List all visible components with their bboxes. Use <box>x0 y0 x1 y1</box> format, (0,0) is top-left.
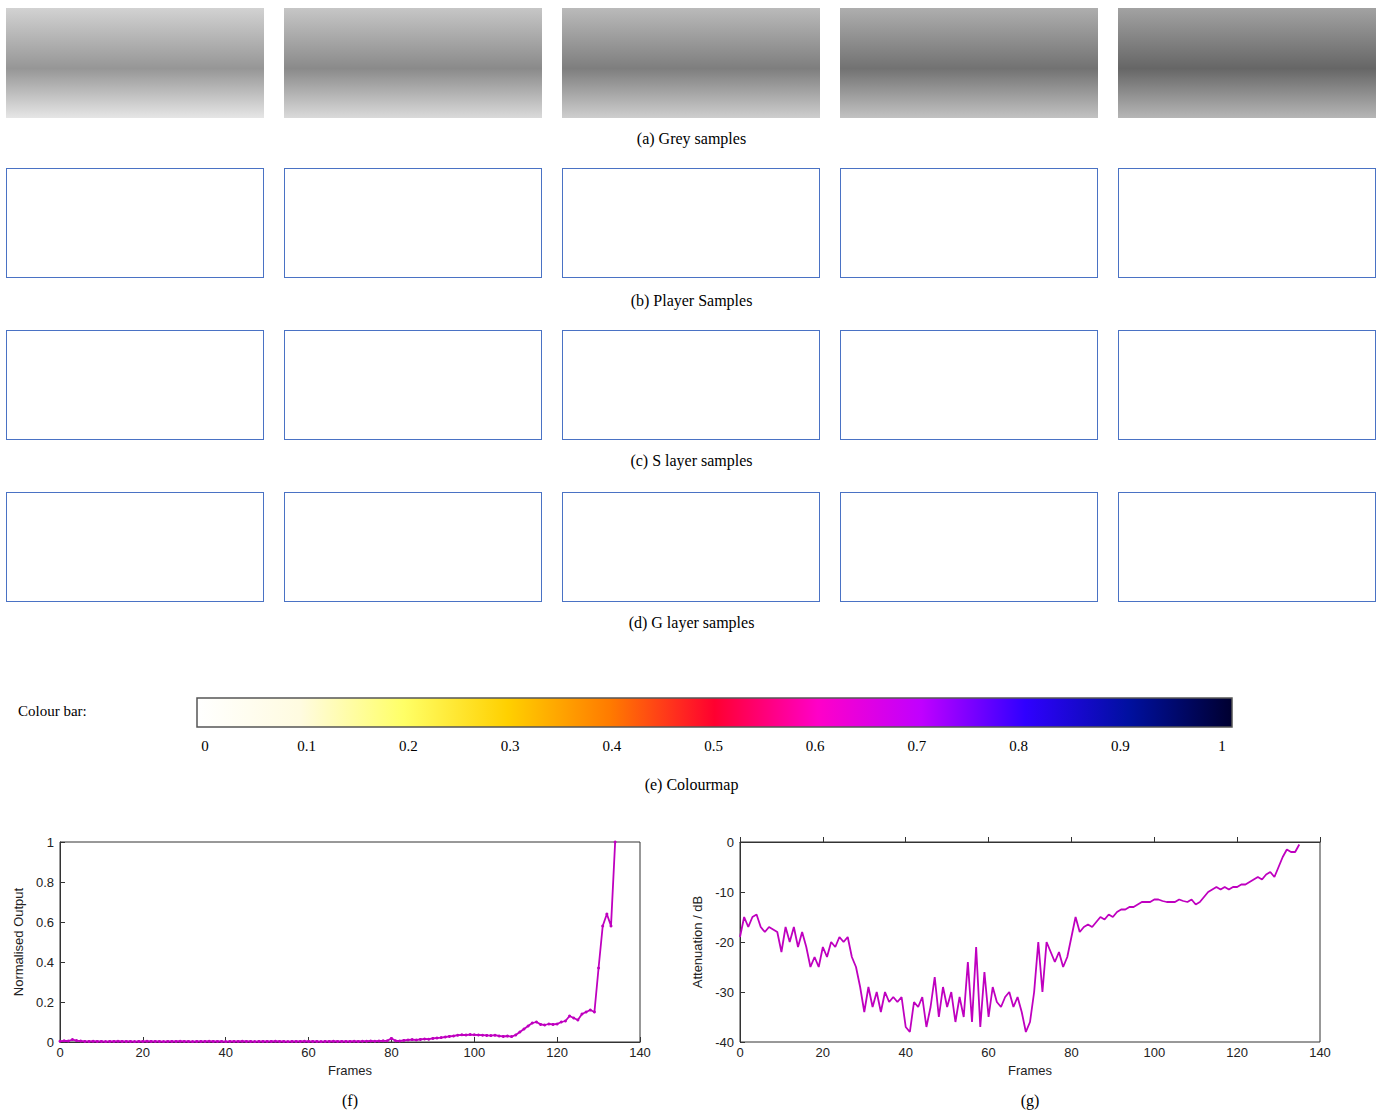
svg-text:0: 0 <box>56 1045 63 1060</box>
svg-text:Attenuation / dB: Attenuation / dB <box>690 896 705 989</box>
html-text:(c) S layer samples: (c) S layer samples <box>630 452 753 469</box>
html-text:0.8: 0.8 <box>1009 738 1028 754</box>
svg-text:0: 0 <box>736 1045 743 1060</box>
html-text:(a) Grey samples: (a) Grey samples <box>636 130 747 147</box>
html-text:0.3: 0.3 <box>500 738 520 754</box>
svg-text:0: 0 <box>727 835 734 850</box>
svg-text:Frames: Frames <box>328 1063 373 1078</box>
svg-text:-30: -30 <box>715 985 734 1000</box>
html-text:Colour bar:: Colour bar: <box>18 703 87 719</box>
html-text:(e) Colourmap: (e) Colourmap <box>644 776 739 793</box>
svg-text:-10: -10 <box>715 885 734 900</box>
svg-text:100: 100 <box>1143 1045 1165 1060</box>
html-text:0.9: 0.9 <box>1110 738 1130 754</box>
svg-text:60: 60 <box>981 1045 995 1060</box>
svg-text:40: 40 <box>898 1045 912 1060</box>
svg-text:Normalised Output: Normalised Output <box>11 887 26 996</box>
svg-text:80: 80 <box>384 1045 398 1060</box>
svg-text:120: 120 <box>1226 1045 1248 1060</box>
svg-text:140: 140 <box>629 1045 651 1060</box>
html-text:0.7: 0.7 <box>907 738 927 754</box>
svg-text:Frames: Frames <box>1008 1063 1053 1078</box>
html-text:(f): (f) <box>342 1092 358 1109</box>
svg-text:20: 20 <box>816 1045 830 1060</box>
svg-text:1: 1 <box>47 835 54 850</box>
svg-text:-20: -20 <box>715 935 734 950</box>
html-text:0.6: 0.6 <box>805 738 825 754</box>
html-text:(b) Player Samples: (b) Player Samples <box>630 292 753 309</box>
svg-text:0.4: 0.4 <box>36 955 54 970</box>
html-text:(g): (g) <box>1020 1092 1040 1109</box>
html-text:0: 0 <box>201 738 209 754</box>
svg-text:0: 0 <box>47 1035 54 1050</box>
svg-text:80: 80 <box>1064 1045 1078 1060</box>
svg-text:120: 120 <box>546 1045 568 1060</box>
svg-text:100: 100 <box>463 1045 485 1060</box>
html-text:(d) G layer samples: (d) G layer samples <box>628 614 755 631</box>
html-text:0.1: 0.1 <box>297 738 317 754</box>
html-text:1: 1 <box>1218 738 1226 754</box>
svg-text:0.2: 0.2 <box>36 995 54 1010</box>
svg-text:60: 60 <box>301 1045 315 1060</box>
svg-text:140: 140 <box>1309 1045 1331 1060</box>
svg-text:-40: -40 <box>715 1035 734 1050</box>
svg-text:40: 40 <box>218 1045 232 1060</box>
html-text:0.2: 0.2 <box>399 738 418 754</box>
html-text:0.4: 0.4 <box>602 738 622 754</box>
html-text:0.5: 0.5 <box>704 738 723 754</box>
svg-text:0.6: 0.6 <box>36 915 54 930</box>
svg-text:20: 20 <box>136 1045 150 1060</box>
svg-text:0.8: 0.8 <box>36 875 54 890</box>
